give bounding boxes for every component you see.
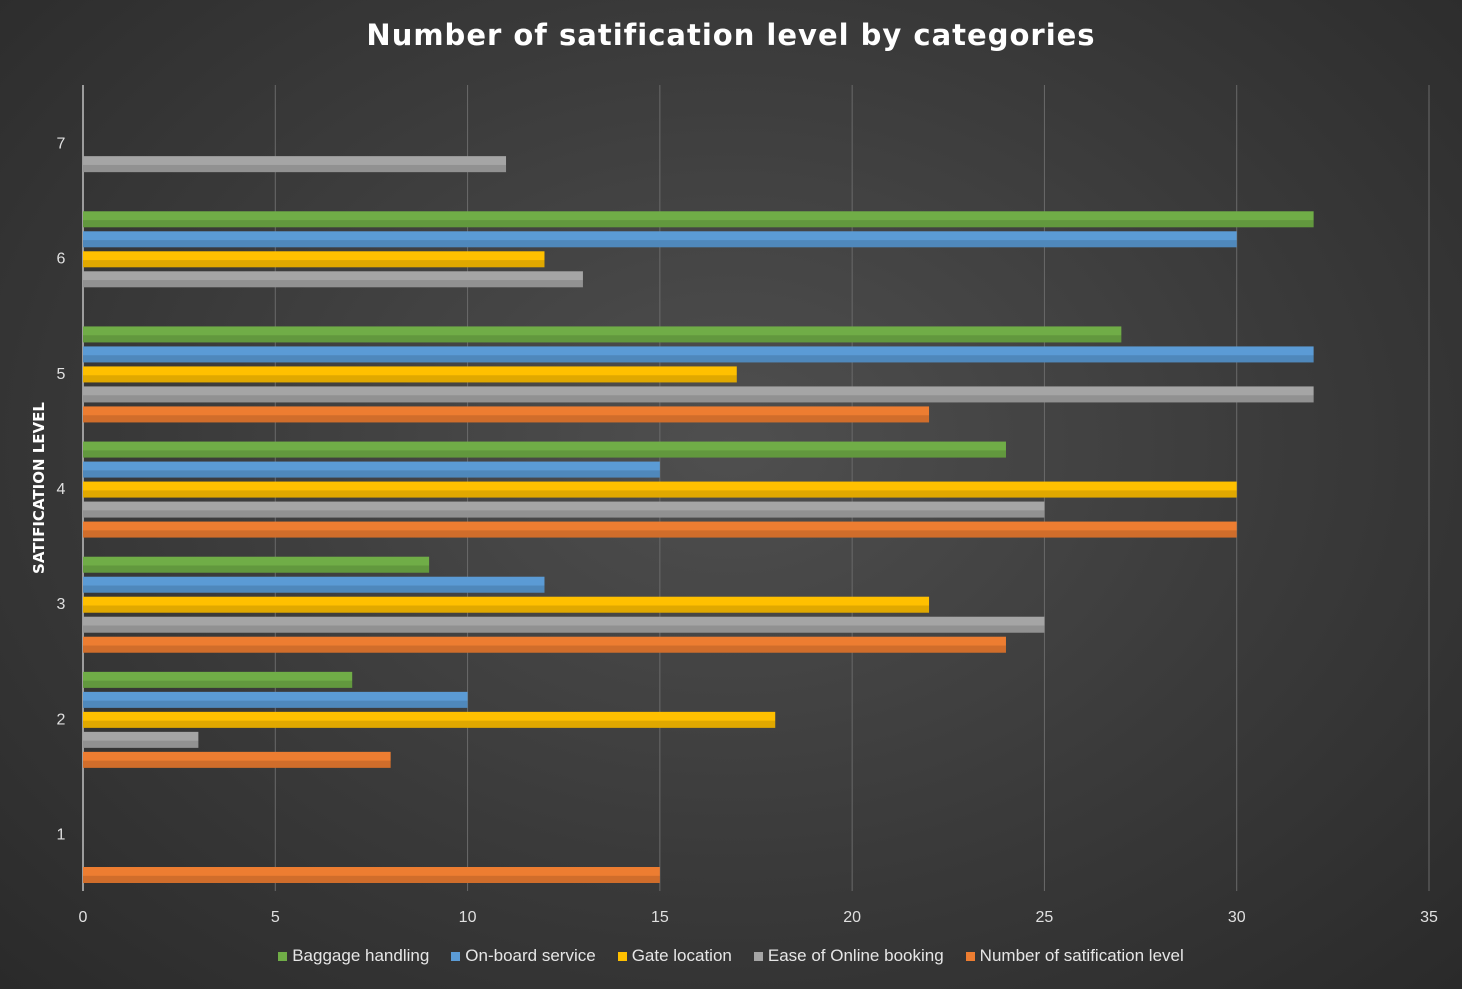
legend-swatch [753, 951, 763, 961]
bar [83, 576, 545, 593]
x-tick-label: 15 [651, 909, 669, 926]
y-tick-label: 1 [57, 826, 66, 843]
legend-item: Number of satification level [965, 946, 1184, 966]
bar [83, 386, 1314, 403]
y-tick-label: 5 [57, 366, 66, 383]
x-tick-label: 35 [1420, 909, 1438, 926]
bar [83, 231, 1237, 248]
x-tick-label: 30 [1228, 909, 1246, 926]
y-tick-label: 7 [57, 136, 66, 153]
legend-swatch [965, 951, 975, 961]
bar [83, 366, 737, 383]
bar [83, 731, 199, 748]
bar [83, 271, 583, 288]
bar [83, 481, 1237, 498]
bar [83, 711, 776, 728]
legend-label: Baggage handling [292, 946, 430, 965]
legend-swatch [617, 951, 627, 961]
legend-label: Number of satification level [979, 946, 1184, 965]
x-tick-label: 25 [1036, 909, 1054, 926]
bar [83, 616, 1045, 633]
y-tick-label: 6 [57, 251, 66, 268]
legend-item: Gate location [617, 946, 732, 966]
x-tick-label: 5 [271, 909, 280, 926]
bar [83, 751, 391, 768]
legend-item: On-board service [451, 946, 596, 966]
bar [83, 867, 660, 883]
bar [83, 691, 468, 708]
bar [83, 406, 930, 423]
bar [83, 326, 1122, 343]
x-tick-label: 0 [79, 909, 88, 926]
legend-swatch [451, 951, 461, 961]
legend-label: Gate location [631, 946, 732, 965]
legend-item: Ease of Online booking [753, 946, 944, 966]
chart-title: Number of satification level by categori… [366, 18, 1096, 52]
bar [83, 671, 353, 688]
y-tick-label: 2 [57, 711, 66, 728]
legend-label: Ease of Online booking [767, 946, 944, 965]
x-tick-label: 10 [459, 909, 477, 926]
bar [83, 441, 1006, 458]
bar [83, 211, 1314, 228]
bar [83, 461, 660, 478]
bar [83, 596, 930, 613]
y-tick-label: 3 [57, 596, 66, 613]
bar [83, 346, 1314, 363]
legend-swatch [278, 951, 288, 961]
bar [83, 156, 507, 173]
y-tick-label: 4 [57, 481, 66, 498]
bar [83, 556, 430, 573]
bar [83, 521, 1237, 538]
legend-label: On-board service [465, 946, 596, 965]
bar [83, 501, 1045, 518]
legend: Baggage handling On-board service Gate loc… [0, 946, 1462, 966]
x-tick-label: 20 [843, 909, 861, 926]
legend-item: Baggage handling [278, 946, 429, 966]
bar [83, 251, 545, 268]
bar [83, 636, 1006, 653]
